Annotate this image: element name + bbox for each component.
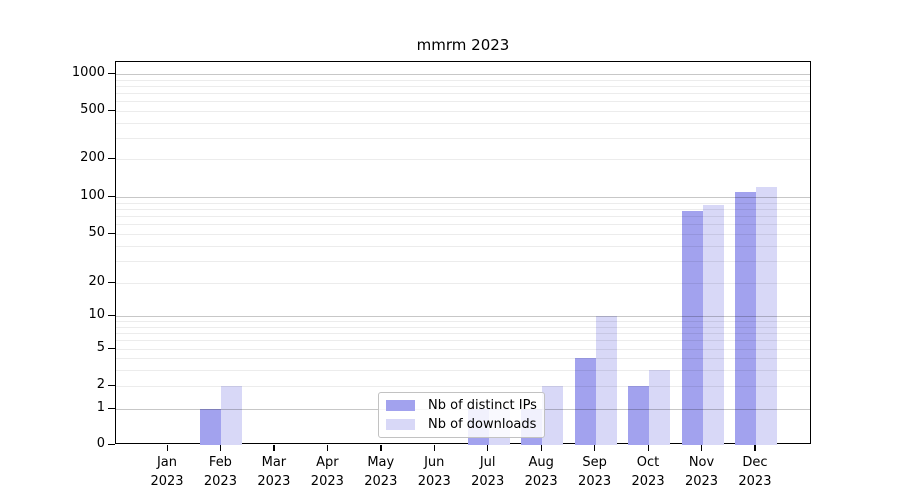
x-tick-mark: [433, 445, 436, 451]
bar-downloads-dec: [755, 187, 777, 445]
x-tick-month: Apr: [316, 455, 339, 470]
x-tick-mark: [166, 445, 168, 451]
x-tick-month: Aug: [528, 455, 554, 470]
y-tick-label: 100: [80, 188, 105, 203]
x-tick-label: Feb 2023: [190, 453, 250, 491]
y-tick-mark: [108, 232, 115, 234]
x-tick-month: May: [367, 455, 395, 470]
y-tick-mark: [108, 157, 115, 159]
y-tick-label: 1000: [71, 65, 105, 80]
x-tick-label: Jan 2023: [137, 453, 197, 491]
y-tick-mark: [108, 407, 115, 409]
x-tick-month: Feb: [208, 455, 232, 470]
y-tick-mark: [108, 195, 115, 197]
y-tick-label: 500: [80, 102, 105, 117]
x-tick-month: Mar: [261, 455, 287, 470]
x-tick-month: Jan: [156, 455, 178, 470]
x-tick-label: Oct 2023: [618, 453, 678, 491]
x-tick-label: Jul 2023: [458, 453, 518, 491]
x-tick-month: Jun: [424, 455, 445, 470]
bar-ips-nov: [681, 210, 703, 445]
x-tick-mark: [487, 445, 489, 451]
y-tick-mark: [108, 281, 115, 283]
x-tick-year: 2023: [257, 474, 291, 489]
x-tick-mark: [326, 445, 329, 451]
x-tick-label: Dec 2023: [725, 453, 785, 491]
x-tick-label: Nov 2023: [672, 453, 732, 491]
y-tick-mark: [108, 314, 115, 316]
x-tick-mark: [701, 445, 703, 451]
x-tick-label: Aug 2023: [511, 453, 571, 491]
x-tick-mark: [380, 445, 382, 451]
x-tick-year: 2023: [203, 474, 237, 489]
legend-row: Nb of distinct IPs: [386, 399, 544, 412]
y-tick-label: 1: [96, 400, 105, 415]
legend-label: Nb of distinct IPs: [428, 398, 537, 413]
bar-downloads-feb: [221, 386, 243, 445]
y-tick-label: 20: [88, 274, 105, 289]
bar-downloads-nov: [702, 205, 724, 445]
x-tick-year: 2023: [684, 474, 719, 489]
bar-downloads-sep: [595, 316, 617, 445]
x-tick-year: 2023: [524, 474, 558, 489]
y-tick-mark: [108, 443, 115, 445]
bar-ips-oct: [628, 386, 650, 445]
x-tick-year: 2023: [738, 474, 772, 489]
bars-layer: [116, 62, 810, 445]
bar-ips-dec: [734, 191, 756, 445]
y-tick-label: 50: [88, 225, 105, 240]
x-tick-month: Oct: [636, 455, 660, 470]
x-tick-year: 2023: [631, 474, 665, 489]
x-tick-label: Sep 2023: [565, 453, 625, 491]
x-tick-mark: [647, 445, 649, 451]
x-tick-year: 2023: [364, 474, 398, 489]
y-tick-label: 5: [96, 340, 105, 355]
x-tick-year: 2023: [417, 474, 451, 489]
legend-label: Nb of downloads: [428, 417, 537, 432]
x-tick-mark: [594, 445, 596, 451]
plot-area: [115, 61, 811, 445]
y-tick-mark: [108, 72, 115, 74]
x-tick-year: 2023: [150, 474, 184, 489]
x-tick-mark: [273, 445, 275, 451]
bar-ips-feb: [200, 409, 222, 445]
bar-downloads-oct: [649, 369, 671, 445]
legend-row: Nb of downloads: [386, 418, 544, 431]
y-tick-label: 0: [96, 436, 105, 451]
x-tick-year: 2023: [310, 474, 344, 489]
y-tick-mark: [108, 347, 115, 349]
bar-ips-sep: [574, 358, 596, 445]
y-tick-mark: [108, 109, 115, 111]
x-tick-label: Jun 2023: [404, 453, 464, 491]
x-tick-month: Nov: [688, 455, 715, 470]
x-tick-month: Jul: [479, 455, 496, 470]
y-tick-mark: [108, 384, 115, 386]
legend-swatch-distinct-ips: [386, 400, 415, 411]
x-tick-year: 2023: [471, 474, 505, 489]
legend-swatch-downloads: [386, 419, 415, 430]
chart-title: mmrm 2023: [416, 36, 510, 54]
x-tick-label: May 2023: [351, 453, 411, 491]
x-tick-mark: [754, 445, 756, 451]
legend: Nb of distinct IPs Nb of downloads: [378, 392, 545, 438]
x-tick-month: Sep: [582, 455, 607, 470]
x-tick-year: 2023: [578, 474, 612, 489]
x-tick-label: Apr 2023: [297, 453, 357, 491]
x-tick-label: Mar 2023: [244, 453, 304, 491]
y-tick-label: 10: [88, 307, 105, 322]
x-tick-mark: [219, 445, 222, 451]
bar-downloads-aug: [542, 386, 564, 445]
x-tick-mark: [540, 445, 542, 451]
x-tick-month: Dec: [742, 455, 768, 470]
y-tick-label: 2: [96, 377, 105, 392]
y-tick-label: 200: [80, 150, 105, 165]
